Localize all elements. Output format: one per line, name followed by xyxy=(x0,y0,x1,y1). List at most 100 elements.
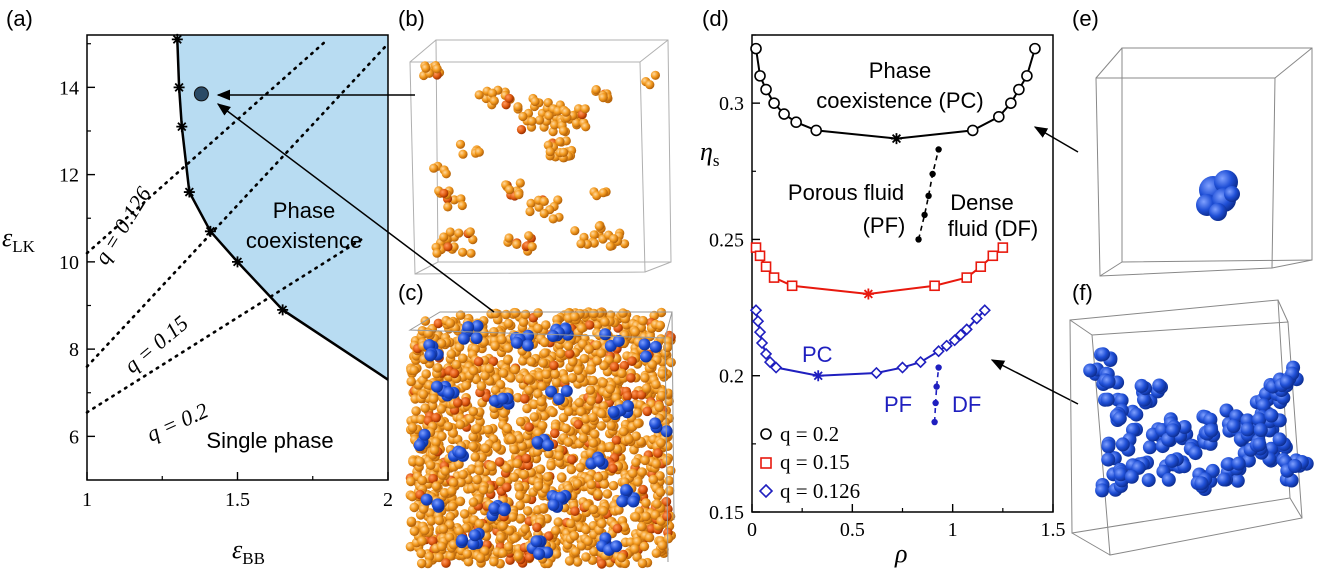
df-blue-label: DF xyxy=(952,392,981,417)
particle xyxy=(609,362,620,372)
particle xyxy=(589,308,599,319)
particle xyxy=(465,227,475,237)
particle xyxy=(534,202,544,212)
arrow-to-df-point xyxy=(990,359,1079,405)
particle xyxy=(495,476,506,487)
particle xyxy=(526,198,536,208)
particle xyxy=(525,206,535,217)
aggregate-particle xyxy=(610,540,623,553)
particle xyxy=(448,477,459,488)
pc-label-1: Phase xyxy=(869,58,931,83)
axis-ticks-a: 1 1.5 2 6 8 10 12 14 xyxy=(59,43,393,511)
particle xyxy=(454,228,464,238)
series-marker xyxy=(760,261,772,272)
legend-marker-q0126 xyxy=(758,483,774,499)
particle xyxy=(527,242,537,252)
particle xyxy=(437,431,447,442)
particle xyxy=(498,520,508,531)
particle xyxy=(534,115,545,125)
particle xyxy=(492,442,502,452)
particle xyxy=(503,541,514,552)
particle xyxy=(566,464,577,475)
aggregate-particle xyxy=(1161,472,1176,487)
series-marker xyxy=(749,304,763,317)
particle xyxy=(596,408,607,419)
particle xyxy=(498,368,509,379)
coexistence-region xyxy=(177,35,388,380)
particle xyxy=(438,524,449,534)
aggregate-particle xyxy=(498,504,511,517)
series-marker xyxy=(754,250,766,262)
particle xyxy=(515,178,525,188)
particle xyxy=(406,516,417,527)
aggregate-particle xyxy=(1288,459,1302,473)
aggregate-particle xyxy=(1188,446,1203,461)
particle xyxy=(444,532,455,543)
particle xyxy=(434,515,445,526)
particle xyxy=(555,137,565,147)
particle xyxy=(656,390,667,401)
particle xyxy=(537,381,547,392)
aggregate-particle xyxy=(1253,423,1268,437)
particle xyxy=(433,363,443,373)
aggregate-particle xyxy=(620,484,633,496)
particle xyxy=(602,489,613,499)
particle xyxy=(618,308,628,318)
particle xyxy=(478,485,489,495)
particle xyxy=(433,318,444,329)
box-wireframe-c xyxy=(408,311,675,563)
particle xyxy=(550,428,560,439)
aggregate-particle xyxy=(560,385,573,397)
particle xyxy=(434,552,444,563)
particle xyxy=(509,444,519,455)
particle xyxy=(662,342,673,353)
aggregate-particle xyxy=(471,320,484,332)
particle xyxy=(612,444,623,454)
boundary-marker xyxy=(204,225,216,237)
aggregate-particle xyxy=(1115,437,1130,452)
particle xyxy=(542,472,553,482)
series-marker xyxy=(970,312,983,325)
particle xyxy=(555,348,566,359)
particle xyxy=(605,384,615,394)
particle xyxy=(641,498,651,508)
particle xyxy=(454,342,465,352)
particle xyxy=(496,533,506,543)
particle xyxy=(650,70,661,80)
particle xyxy=(472,423,482,434)
particle xyxy=(633,477,643,487)
boundary-marker xyxy=(277,304,289,316)
particle xyxy=(484,363,495,374)
particle xyxy=(470,452,481,462)
particle xyxy=(571,118,582,128)
particle xyxy=(584,344,594,355)
particle xyxy=(655,320,666,331)
particle xyxy=(514,482,524,493)
particle xyxy=(647,359,658,370)
svg-text:ηs: ηs xyxy=(700,137,720,170)
series-star-marker xyxy=(862,288,874,300)
x-axis-label-d: ρ xyxy=(894,539,907,568)
particle xyxy=(457,200,467,211)
particle xyxy=(488,356,499,367)
particle xyxy=(489,556,499,567)
particle xyxy=(408,456,418,467)
particle xyxy=(576,406,586,417)
particle xyxy=(475,552,486,563)
particle xyxy=(453,398,463,408)
series-marker xyxy=(961,272,973,283)
particle xyxy=(520,394,530,404)
particle xyxy=(653,448,663,458)
particle xyxy=(536,396,547,407)
particle xyxy=(462,549,473,559)
particle xyxy=(597,518,607,529)
q-contour-line xyxy=(85,38,330,255)
particle xyxy=(468,365,479,376)
particle xyxy=(504,233,514,243)
particle xyxy=(663,504,673,514)
aggregate-particle xyxy=(431,380,443,393)
particle xyxy=(432,64,442,74)
particle xyxy=(663,533,674,544)
series-marker xyxy=(760,83,772,96)
particle xyxy=(591,85,601,95)
